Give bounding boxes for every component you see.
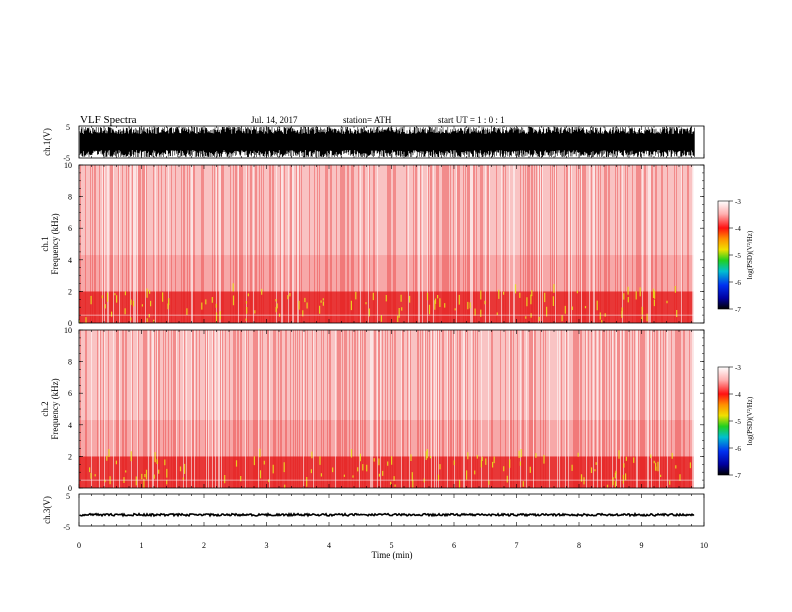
colorbar-tick-label: -6 <box>735 445 741 453</box>
colorbar-1-label: log(PSD)(V²/Hz) <box>746 230 754 279</box>
colorbar-tick-label: -3 <box>735 364 741 372</box>
ch1-ytick-top: 5 <box>66 123 70 132</box>
time-tick-label: 0 <box>77 541 81 550</box>
ch2-spec-ylabel-channel: ch.2 <box>40 401 50 416</box>
ch1-spec-ylabel-freq: Frequency (kHz) <box>50 213 60 274</box>
y-tick-label: 8 <box>68 358 72 367</box>
y-tick-label: 2 <box>68 287 72 296</box>
colorbar-tick-label: -5 <box>735 252 741 260</box>
start-time-label: start UT = 1 : 0 : 1 <box>438 115 505 125</box>
ch3-ytick-top: 5 <box>66 492 70 501</box>
colorbar-tick-label: -3 <box>735 198 741 206</box>
time-axis: 0 1 2 3 4 5 6 7 8 9 10 <box>77 541 708 550</box>
spectrogram-peaks <box>78 283 678 323</box>
ch1-waveform <box>79 127 695 157</box>
y-tick-label: 0 <box>68 484 72 493</box>
ch1-xticks <box>78 126 705 158</box>
time-tick-label: 10 <box>700 541 708 550</box>
y-tick-label: 10 <box>64 161 72 170</box>
ch1-panel: ch.1(V) 5 -5 <box>42 123 705 163</box>
time-tick-label: 6 <box>452 541 456 550</box>
colorbar-tick-label: -4 <box>735 391 741 399</box>
colorbar-1-ticks: -3 -4 -5 -6 -7 <box>729 198 741 314</box>
time-tick-label: 3 <box>265 541 269 550</box>
y-tick-label: 10 <box>64 326 72 335</box>
ch2-spec-xticks <box>78 330 705 488</box>
figure-title: VLF Spectra <box>80 114 137 126</box>
time-tick-label: 2 <box>202 541 206 550</box>
y-tick-label: 4 <box>68 256 72 265</box>
y-tick-label: 0 <box>68 319 72 328</box>
ch3-panel: ch.3(V) 5 -5 <box>42 492 705 532</box>
colorbar-1: -3 -4 -5 -6 -7 log(PSD)(V²/Hz) <box>717 198 754 314</box>
colorbar-2-ticks: -3 -4 -5 -6 -7 <box>729 364 741 480</box>
time-tick-label: 9 <box>640 541 644 550</box>
ch2-spectrogram-panel: ch.2 Frequency (kHz) 0 2 4 6 8 10 <box>40 326 705 493</box>
spectrogram-peaks <box>89 448 691 488</box>
y-tick-label: 6 <box>68 389 72 398</box>
colorbar-2-scale <box>717 366 730 476</box>
time-tick-label: 7 <box>515 541 519 550</box>
ch3-waveform <box>79 511 695 518</box>
spectrogram-gaps <box>102 165 694 323</box>
ch3-ylabel: ch.3(V) <box>42 496 52 524</box>
band-4-10khz <box>79 165 694 256</box>
ch2-spectrogram <box>79 330 694 488</box>
ch1-ylabel: ch.1(V) <box>42 128 52 156</box>
ch3-xticks <box>78 494 705 526</box>
colorbar-tick-label: -5 <box>735 418 741 426</box>
time-tick-label: 5 <box>390 541 394 550</box>
y-tick-label: 6 <box>68 224 72 233</box>
colorbar-tick-label: -4 <box>735 225 741 233</box>
time-axis-label: Time (min) <box>372 550 413 560</box>
station-label: station= ATH <box>343 115 392 125</box>
band-2-4khz <box>79 255 694 292</box>
date-label: Jul. 14, 2017 <box>251 115 298 125</box>
ch1-spec-ylabel-channel: ch.1 <box>40 236 50 251</box>
colorbar-tick-label: -7 <box>735 306 741 314</box>
ch1-spec-xticks <box>78 165 705 323</box>
ch2-spec-ylabel-freq: Frequency (kHz) <box>50 378 60 439</box>
colorbar-tick-label: -7 <box>735 472 741 480</box>
band-2-4khz <box>79 420 694 457</box>
y-tick-label: 8 <box>68 193 72 202</box>
ch3-ytick-bottom: -5 <box>63 523 70 532</box>
ch1-ytick-bottom: -5 <box>63 154 70 163</box>
colorbar-1-scale <box>717 200 730 310</box>
ch1-spectrogram-panel: ch.1 Frequency (kHz) 0 2 4 6 8 10 <box>40 161 705 328</box>
colorbar-2: -3 -4 -5 -6 -7 log(PSD)(V²/Hz) <box>717 364 754 480</box>
ch1-spectrogram <box>78 165 694 323</box>
colorbar-2-label: log(PSD)(V²/Hz) <box>746 396 754 445</box>
ch1-spec-yticks: 0 2 4 6 8 10 <box>64 161 704 328</box>
y-tick-label: 2 <box>68 452 72 461</box>
ch1-signal <box>79 127 695 157</box>
band-4-10khz <box>79 330 694 421</box>
ch3-frame <box>78 493 705 527</box>
ch2-spec-yticks: 0 2 4 6 8 10 <box>64 326 704 493</box>
y-tick-label: 4 <box>68 421 72 430</box>
time-tick-label: 1 <box>140 541 144 550</box>
time-tick-label: 8 <box>577 541 581 550</box>
colorbar-tick-label: -6 <box>735 279 741 287</box>
spectrogram-gaps <box>91 330 693 488</box>
ch3-signal <box>79 511 695 518</box>
time-tick-label: 4 <box>327 541 331 550</box>
